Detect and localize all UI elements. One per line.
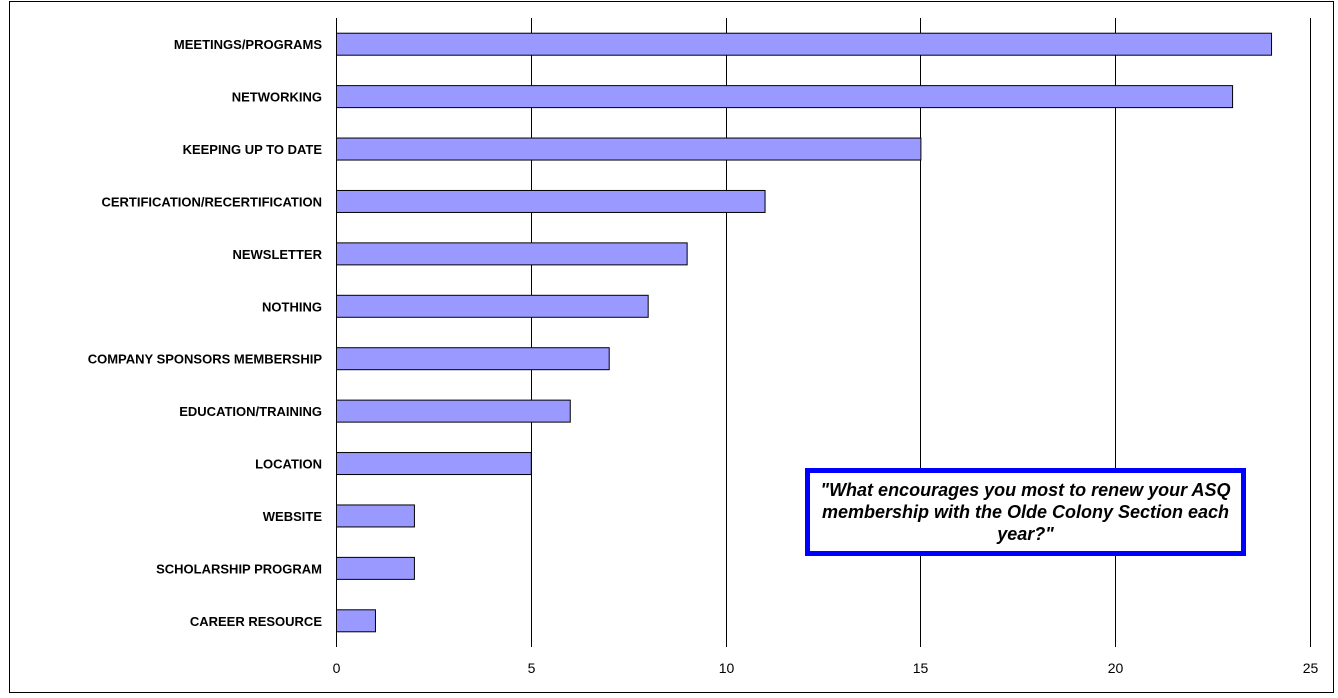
bars	[336, 32, 1273, 633]
x-tick-label: 20	[1108, 660, 1124, 676]
category-labels: MEETINGS/PROGRAMS NETWORKING KEEPING UP TO…	[88, 37, 323, 629]
bar-nothing	[336, 294, 649, 318]
bar-website	[336, 504, 415, 528]
bar-certification-recertification	[336, 189, 766, 213]
category-label: COMPANY SPONSORS MEMBERSHIP	[88, 352, 323, 367]
category-label: NOTHING	[262, 299, 322, 314]
bar-company-sponsors-membership	[336, 347, 610, 371]
bar-location	[336, 452, 532, 476]
chart-frame	[9, 1, 1334, 693]
category-label: NETWORKING	[232, 90, 322, 105]
bar-newsletter	[336, 242, 688, 266]
annotation-box: "What encourages you most to renew your …	[805, 468, 1246, 556]
gridlines	[336, 18, 1311, 647]
category-label: NEWSLETTER	[232, 247, 322, 262]
bar-career-resource	[336, 609, 376, 633]
bar-scholarship-program	[336, 556, 415, 580]
annotation-text: "What encourages you most to renew your …	[820, 480, 1231, 544]
category-label: LOCATION	[255, 457, 322, 472]
bar-keeping-up-to-date	[336, 137, 922, 161]
category-label: SCHOLARSHIP PROGRAM	[156, 561, 322, 576]
x-tick-label: 5	[528, 660, 536, 676]
x-tick-label: 25	[1303, 660, 1319, 676]
x-tick-label: 10	[719, 660, 735, 676]
bar-networking	[336, 85, 1234, 109]
category-label: CAREER RESOURCE	[190, 614, 323, 629]
x-axis-tick-labels: 0 5 10 15 20 25	[333, 660, 1319, 676]
bar-education-training	[336, 399, 571, 423]
category-label: CERTIFICATION/RECERTIFICATION	[101, 194, 322, 209]
category-label: KEEPING UP TO DATE	[183, 142, 323, 157]
category-label: MEETINGS/PROGRAMS	[174, 37, 322, 52]
bar-meetings-programs	[336, 32, 1273, 56]
x-tick-label: 0	[333, 660, 341, 676]
category-label: WEBSITE	[263, 509, 323, 524]
x-tick-label: 15	[913, 660, 929, 676]
category-label: EDUCATION/TRAINING	[179, 404, 322, 419]
